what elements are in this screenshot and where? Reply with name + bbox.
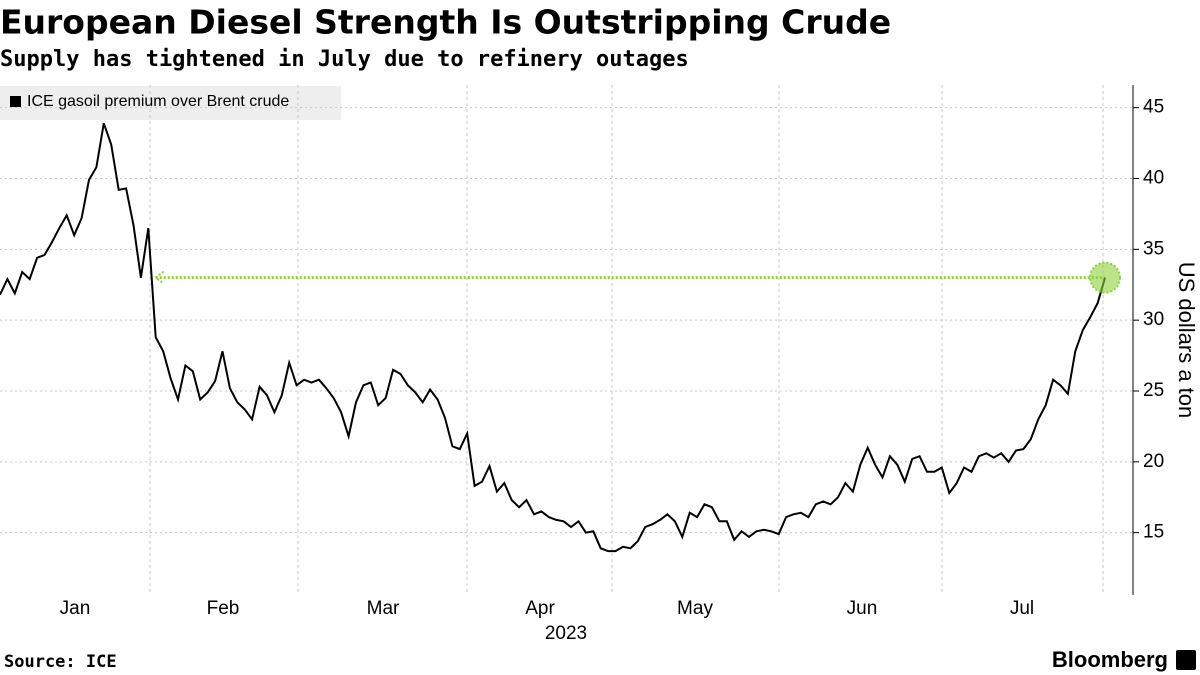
y-tick-label: 35: [1143, 238, 1164, 259]
y-tick-label: 25: [1143, 380, 1164, 401]
x-tick-label: Jul: [1010, 598, 1034, 619]
x-tick-label: Jan: [60, 598, 91, 619]
chart-title: European Diesel Strength Is Outstripping…: [0, 3, 891, 42]
y-tick-label: 30: [1143, 309, 1164, 330]
x-axis-label: 2023: [545, 623, 587, 644]
y-tick-label: 45: [1143, 97, 1164, 118]
annotation-arrow: [154, 270, 165, 285]
chart-subtitle: Supply has tightened in July due to refi…: [0, 47, 689, 72]
legend-label: ICE gasoil premium over Brent crude: [27, 93, 289, 110]
y-tick-label: 20: [1143, 451, 1164, 472]
legend-swatch: [10, 96, 21, 107]
source: Source: ICE: [4, 652, 117, 672]
x-tick-label: Mar: [367, 598, 400, 619]
brand-icon: [1176, 650, 1196, 670]
y-axis-label: US dollars a ton: [1174, 262, 1199, 419]
y-tick-label: 40: [1143, 168, 1164, 189]
legend-box: [0, 86, 341, 120]
x-tick-label: May: [677, 598, 713, 619]
x-tick-label: Feb: [207, 598, 240, 619]
brand: Bloomberg: [1052, 647, 1168, 672]
y-tick-label: 15: [1143, 522, 1164, 543]
x-tick-label: Jun: [847, 598, 878, 619]
latest-marker: [1089, 261, 1121, 294]
x-tick-label: Apr: [525, 598, 555, 619]
series-line: [0, 122, 1106, 553]
